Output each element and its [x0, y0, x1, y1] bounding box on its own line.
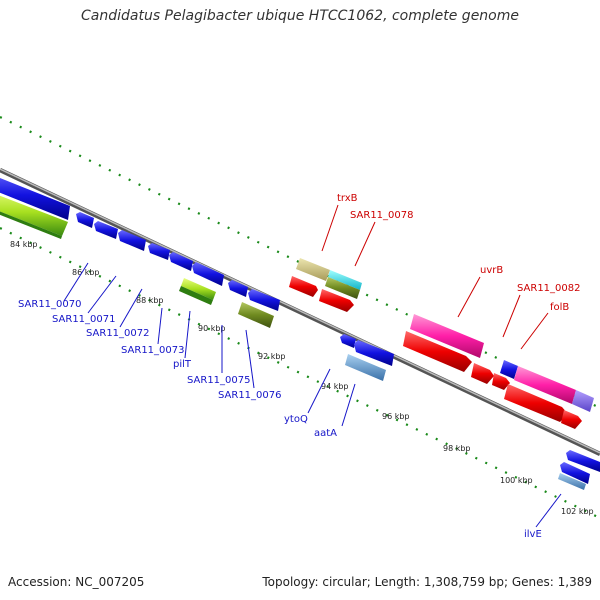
- gene-arrow: [169, 252, 193, 271]
- gene-arrow: [148, 243, 170, 260]
- gene-arrow: [76, 212, 94, 228]
- gene-label-pilT: pilT: [173, 359, 192, 370]
- gene-label-SAR11_0070: SAR11_0070: [18, 299, 82, 310]
- kbp-label: 92 kbp: [258, 352, 286, 361]
- gene-arrow: [560, 462, 590, 484]
- gene-label-SAR11_0075: SAR11_0075: [187, 375, 251, 386]
- gene-arrow: [500, 360, 518, 379]
- kbp-label: 100 kbp: [500, 476, 533, 485]
- gene-label-uvrB: uvrB: [480, 265, 503, 276]
- gene-label-SAR11_0082: SAR11_0082: [517, 283, 581, 294]
- kbp-label: 96 kbp: [382, 412, 410, 421]
- gene-label-ilvE: ilvE: [524, 529, 542, 540]
- gene-label-folB: folB: [550, 302, 569, 313]
- gene-band-lime-left: [0, 195, 68, 239]
- gene-arrow: [410, 314, 484, 358]
- tick-track-inner: [0, 227, 600, 519]
- genome-backbone: [0, 167, 600, 457]
- gene-arrows-forward: [289, 258, 594, 429]
- leader-lines: [63, 204, 562, 528]
- gene-label-SAR11_0076: SAR11_0076: [218, 390, 282, 401]
- gene-band-blue-left: [0, 178, 70, 220]
- gene-arrow: [558, 473, 586, 490]
- gene-arrow: [296, 258, 330, 281]
- gene-arrow: [228, 280, 248, 297]
- gene-label-trxB: trxB: [337, 193, 358, 204]
- genome-info-text: Topology: circular; Length: 1,308,759 bp…: [262, 575, 592, 589]
- gene-label-SAR11_0072: SAR11_0072: [86, 328, 150, 339]
- gene-arrow: [192, 262, 224, 286]
- gene-arrow: [319, 289, 354, 312]
- gene-arrow: [572, 390, 594, 412]
- gene-arrow: [248, 289, 280, 311]
- gene-arrow: [328, 270, 362, 290]
- gene-arrow: [289, 276, 318, 297]
- gene-arrow: [340, 334, 356, 348]
- gene-label-SAR11_0071: SAR11_0071: [52, 314, 116, 325]
- gene-label-aatA: aatA: [314, 428, 337, 439]
- kbp-label: 86 kbp: [72, 268, 100, 277]
- gene-arrow: [403, 331, 472, 372]
- kbp-labels: 84 kbp 86 kbp 88 kbp 90 kbp 92 kbp 94 kb…: [10, 240, 594, 516]
- gene-arrow: [492, 373, 510, 390]
- tick-track-outer: [0, 116, 600, 409]
- kbp-label: 90 kbp: [198, 324, 226, 333]
- gene-arrow: [345, 354, 386, 381]
- gene-arrow: [354, 340, 394, 366]
- gene-arrow: [561, 410, 582, 429]
- gene-arrow: [514, 366, 576, 404]
- gene-arrows-reverse: [76, 212, 600, 490]
- accession-text: Accession: NC_007205: [8, 575, 145, 589]
- gene-label-ytoQ: ytoQ: [284, 414, 308, 425]
- kbp-label: 98 kbp: [443, 444, 471, 453]
- reverse-gene-labels: SAR11_0070 SAR11_0071 SAR11_0072 SAR11_0…: [18, 299, 542, 540]
- gene-label-SAR11_0078: SAR11_0078: [350, 210, 414, 221]
- gene-arrow: [181, 278, 216, 300]
- map-title: Candidatus Pelagibacter ubique HTCC1062,…: [80, 8, 519, 24]
- kbp-label: 88 kbp: [136, 296, 164, 305]
- gene-arrow: [118, 230, 146, 251]
- gene-arrow: [238, 302, 274, 328]
- kbp-label: 102 kbp: [561, 507, 594, 516]
- kbp-label: 84 kbp: [10, 240, 38, 249]
- kbp-label: 94 kbp: [321, 382, 349, 391]
- gene-arrow: [94, 221, 118, 239]
- gene-arrow: [566, 450, 600, 472]
- gene-label-SAR11_0073: SAR11_0073: [121, 345, 185, 356]
- gene-arrow: [504, 384, 568, 422]
- gene-arrow: [471, 363, 494, 384]
- forward-gene-labels: trxB SAR11_0078 uvrB SAR11_0082 folB: [337, 193, 581, 313]
- gene-arrow: [325, 277, 360, 299]
